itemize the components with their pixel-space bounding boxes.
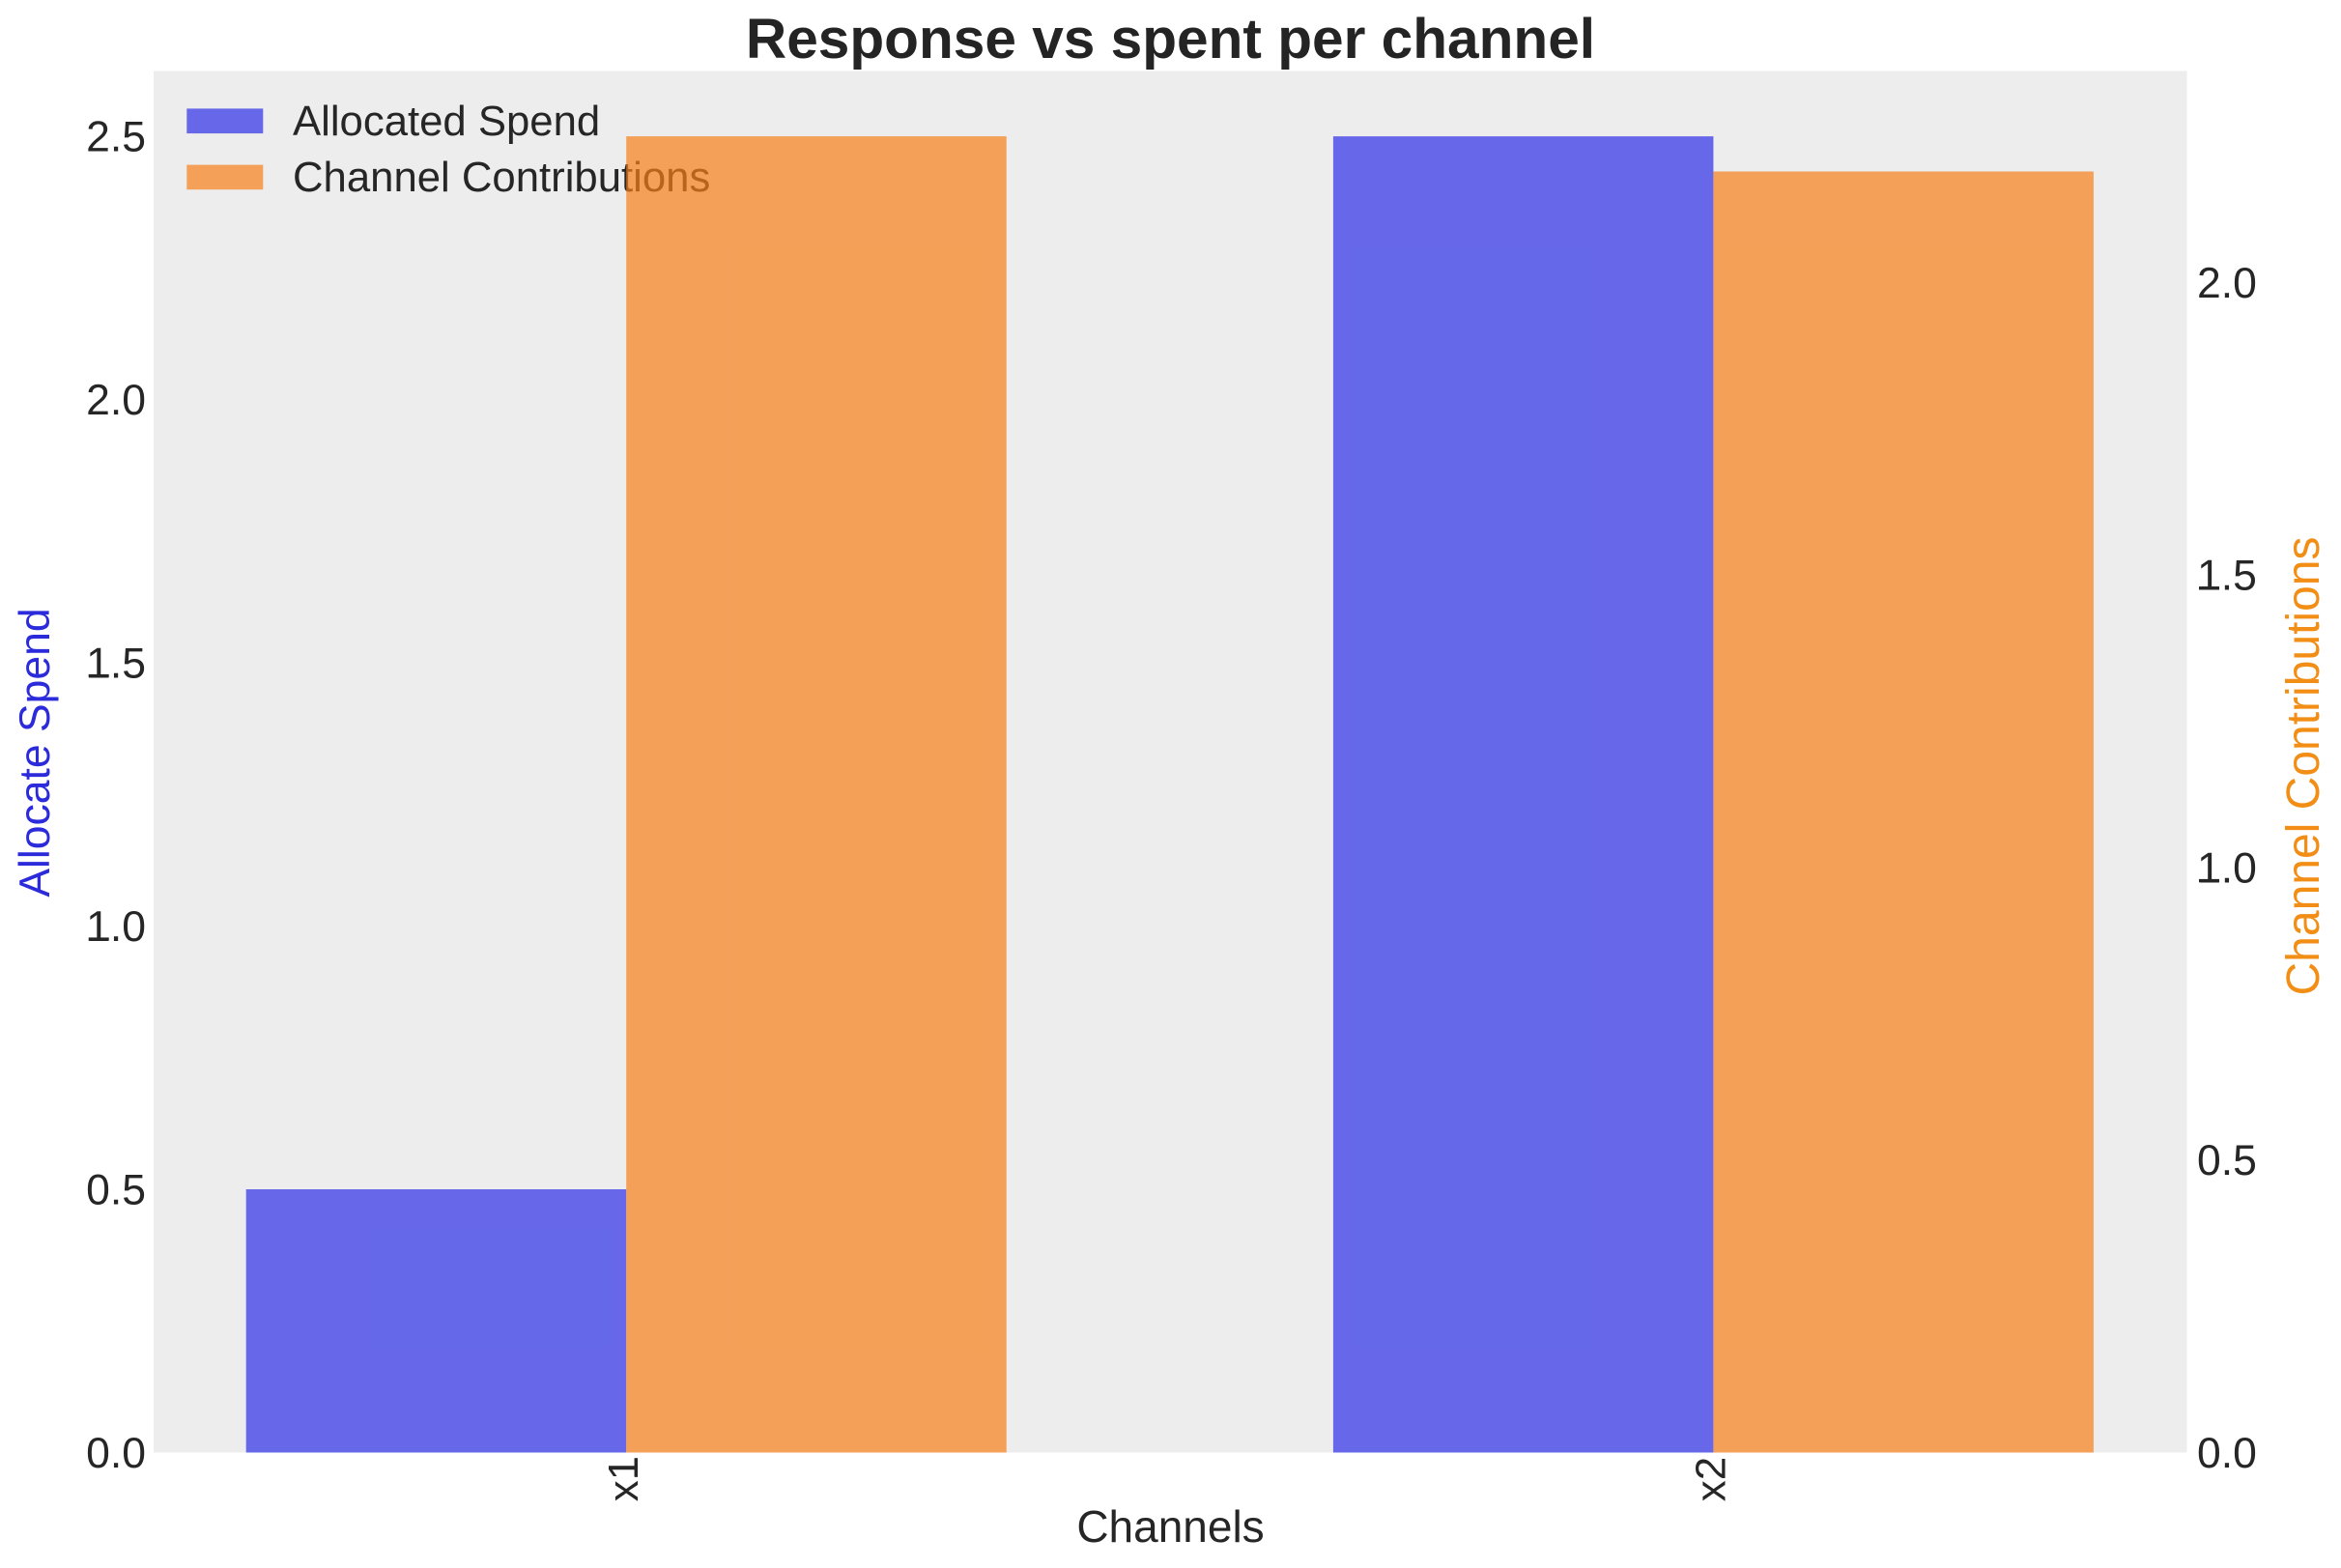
svg-text:Response vs spent per channel: Response vs spent per channel [746, 8, 1595, 71]
svg-text:0.0: 0.0 [2197, 1430, 2257, 1477]
svg-text:x2: x2 [1687, 1457, 1734, 1501]
svg-text:2.0: 2.0 [86, 377, 146, 424]
svg-text:Allocated Spend: Allocated Spend [293, 98, 600, 145]
svg-text:0.5: 0.5 [2197, 1137, 2257, 1184]
svg-text:2.0: 2.0 [2197, 260, 2257, 307]
svg-text:Channel Contributions: Channel Contributions [2278, 537, 2329, 996]
svg-text:1.0: 1.0 [86, 903, 146, 951]
svg-text:0.5: 0.5 [86, 1166, 146, 1213]
svg-text:0.0: 0.0 [86, 1430, 146, 1477]
svg-text:Channels: Channels [1076, 1501, 1264, 1552]
svg-text:2.5: 2.5 [86, 113, 146, 160]
svg-text:1.5: 1.5 [2197, 553, 2257, 600]
svg-text:1.5: 1.5 [86, 640, 146, 687]
svg-text:Allocate Spend: Allocate Spend [12, 608, 59, 897]
svg-text:x1: x1 [600, 1457, 647, 1501]
svg-text:1.0: 1.0 [2197, 844, 2257, 892]
